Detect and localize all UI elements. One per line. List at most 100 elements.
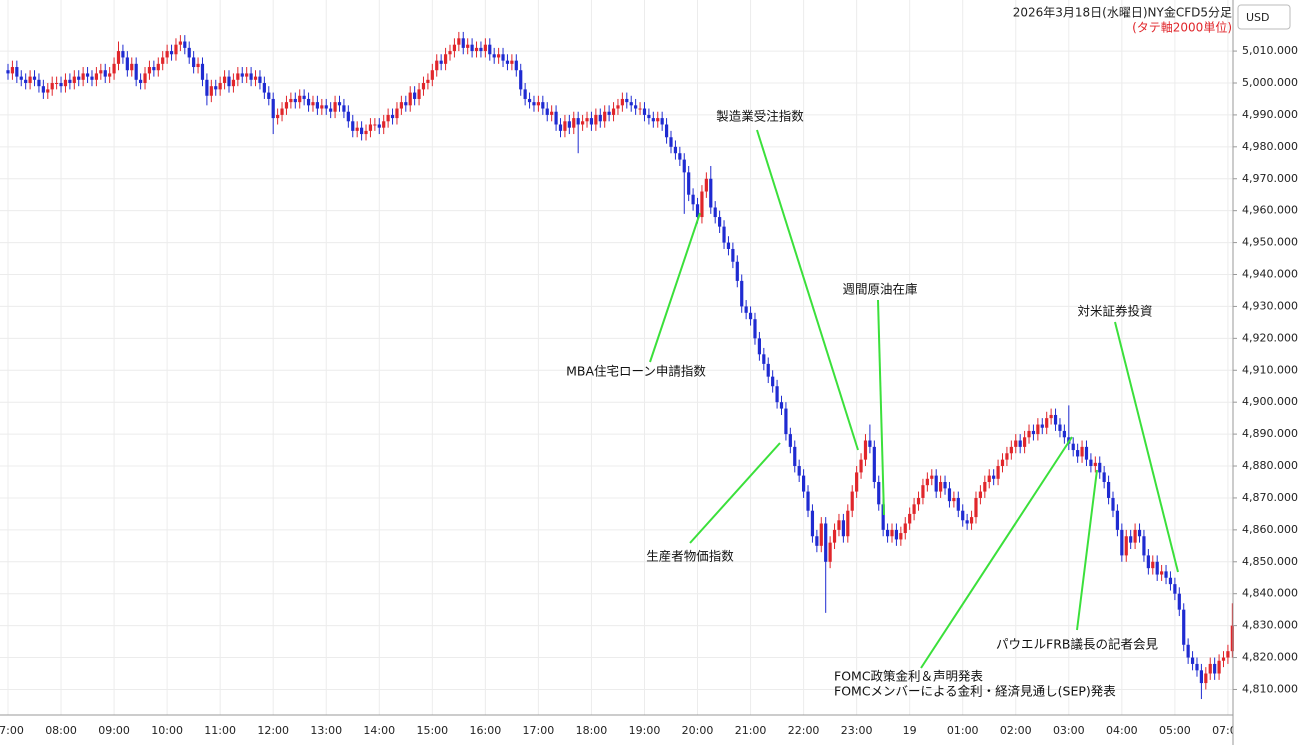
candle-body xyxy=(620,98,624,106)
candle-body xyxy=(1186,644,1190,658)
candle-body xyxy=(779,402,784,409)
candle-body xyxy=(368,124,373,131)
x-tick-label: 23:00 xyxy=(841,724,873,737)
candle-body xyxy=(258,76,262,83)
x-tick-label: 19 xyxy=(903,724,917,737)
candle-body xyxy=(360,127,364,135)
candle-body xyxy=(342,105,346,112)
candle-body xyxy=(916,497,921,505)
candle-body xyxy=(267,92,271,99)
candle-body xyxy=(479,47,483,52)
candle-body xyxy=(744,306,748,313)
candle-body xyxy=(46,89,50,93)
candle-body xyxy=(1137,529,1142,537)
candle-body xyxy=(1040,424,1044,428)
currency: USD xyxy=(1246,11,1270,24)
candle-body xyxy=(987,475,991,482)
candle-body xyxy=(324,105,328,109)
candle-body xyxy=(214,86,218,90)
candle-body xyxy=(6,70,10,74)
candle-body xyxy=(59,82,63,87)
candle-body xyxy=(943,481,947,489)
candle-body xyxy=(112,63,116,74)
candle-body xyxy=(1213,663,1217,674)
candle-body xyxy=(576,118,580,125)
candle-body xyxy=(200,63,205,80)
candle-body xyxy=(908,513,912,524)
candle-body xyxy=(514,60,518,71)
candle-body xyxy=(116,51,121,64)
candle-body xyxy=(757,338,761,355)
annotation-line xyxy=(920,436,1073,669)
candle-body xyxy=(373,124,377,126)
candle-body xyxy=(956,497,960,511)
candle-body xyxy=(187,47,191,58)
candle-body xyxy=(1173,584,1177,594)
candle-body xyxy=(718,217,722,227)
candle-body xyxy=(1217,660,1221,674)
x-tick-label: 17:00 xyxy=(523,724,555,737)
candle-body xyxy=(554,111,558,125)
candle-body xyxy=(271,98,275,119)
candle-body xyxy=(320,105,324,109)
candle-body xyxy=(276,114,280,119)
candle-body xyxy=(1031,430,1036,435)
y-tick-label: 4,980.000 xyxy=(1242,140,1298,153)
x-tick-label: 07:00 xyxy=(0,724,24,737)
candle-body xyxy=(598,114,602,122)
candle-body xyxy=(192,57,196,68)
candle-body xyxy=(921,485,925,498)
candle-body xyxy=(90,76,94,80)
candle-body xyxy=(673,146,678,154)
candle-body xyxy=(828,542,832,562)
candle-body xyxy=(72,76,76,83)
candle-body xyxy=(974,497,978,518)
candle-body xyxy=(532,102,536,106)
x-tick-label: 03:00 xyxy=(1053,724,1085,737)
candle-body xyxy=(788,434,792,447)
candle-body xyxy=(660,118,664,125)
annotation: 製造業受注指数 xyxy=(716,109,804,124)
candle-body xyxy=(1221,657,1226,661)
candle-body xyxy=(1195,663,1199,671)
candle-body xyxy=(501,54,505,61)
candle-body xyxy=(298,95,302,103)
candle-body xyxy=(939,481,943,492)
candle-body xyxy=(284,102,289,109)
candle-body xyxy=(351,121,355,131)
y-tick-label: 4,940.000 xyxy=(1242,268,1298,281)
y-tick-label: 4,920.000 xyxy=(1242,331,1298,344)
candle-body xyxy=(1164,571,1168,578)
candle-body xyxy=(585,118,589,122)
candle-body xyxy=(63,79,68,87)
x-tick-label: 10:00 xyxy=(151,724,183,737)
candle-body xyxy=(161,57,165,64)
candle-body xyxy=(165,51,169,58)
candle-body xyxy=(183,41,187,48)
candle-body xyxy=(572,118,576,128)
candle-body xyxy=(421,82,426,90)
candle-body xyxy=(903,523,907,534)
annotation-line xyxy=(1114,321,1179,573)
annotation: パウエルFRB議長の記者会見 xyxy=(996,637,1158,652)
candle-body xyxy=(1005,453,1009,460)
x-tick-label: 08:00 xyxy=(45,724,77,737)
candle-body xyxy=(930,475,934,479)
candle-body xyxy=(413,92,417,99)
candle-body xyxy=(656,118,660,122)
candle-body xyxy=(24,79,28,83)
candle-body xyxy=(134,63,138,80)
candle-body xyxy=(77,76,81,80)
candle-body xyxy=(32,76,37,80)
candle-body xyxy=(337,102,342,106)
candle-body xyxy=(253,76,258,80)
chart-title: 2026年3月18日(水曜日)NY金CFD5分足 xyxy=(1013,5,1232,20)
x-tick-label: 20:00 xyxy=(682,724,714,737)
candle-body xyxy=(147,67,152,74)
candle-body xyxy=(1129,536,1133,543)
y-tick-label: 4,910.000 xyxy=(1242,363,1298,376)
candle-body xyxy=(797,466,801,476)
candle-body xyxy=(934,475,938,492)
candle-body xyxy=(68,79,72,83)
